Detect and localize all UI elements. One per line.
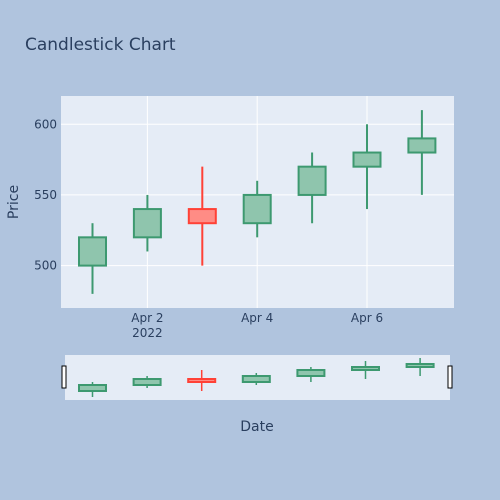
candle-body <box>132 208 162 239</box>
candle-body <box>187 208 217 225</box>
range-slider-candle <box>132 376 162 388</box>
range-slider-body <box>241 375 271 383</box>
y-tick-label: 600 <box>34 117 57 131</box>
candles-group <box>78 110 437 294</box>
range-slider-candle <box>405 358 435 376</box>
x-tick-label: Apr 4 <box>241 311 273 325</box>
y-axis-ticks: 500 550 600 <box>34 117 57 272</box>
candle-body <box>407 137 437 154</box>
range-slider-candle <box>78 382 107 397</box>
candle-body <box>297 165 327 196</box>
x-tick-label: Apr 2 <box>131 311 163 325</box>
y-axis-title: Price <box>6 185 22 219</box>
candle[interactable] <box>242 180 272 238</box>
chart-title: Candlestick Chart <box>25 35 176 55</box>
range-slider-body <box>405 363 435 368</box>
range-slider-right-handle[interactable] <box>447 365 453 389</box>
range-slider-candle <box>187 370 217 391</box>
range-slider-body <box>187 378 217 383</box>
candle[interactable] <box>78 223 107 294</box>
y-tick-label: 500 <box>34 259 57 273</box>
candle-body <box>352 151 382 168</box>
candle[interactable] <box>407 110 437 195</box>
range-slider-left-handle[interactable] <box>61 365 67 389</box>
range-slider-candle <box>296 367 326 382</box>
x-axis-title: Date <box>240 419 273 435</box>
range-slider-body <box>132 378 162 386</box>
range-slider-candle <box>351 361 380 379</box>
range-slider-body <box>296 369 326 377</box>
candle[interactable] <box>297 152 327 224</box>
candle-body <box>78 236 107 267</box>
candle[interactable] <box>187 166 217 266</box>
range-slider[interactable] <box>61 355 453 400</box>
candle[interactable] <box>352 124 382 210</box>
x-tick-label: Apr 6 <box>351 311 383 325</box>
candle-body <box>242 193 272 225</box>
range-slider-candles <box>78 358 435 397</box>
range-slider-body <box>351 366 380 371</box>
candle[interactable] <box>132 194 162 252</box>
y-tick-label: 550 <box>34 188 57 202</box>
range-slider-body <box>78 384 107 392</box>
x-tick-sublabel: 2022 <box>132 326 163 340</box>
range-slider-candle <box>241 373 271 385</box>
